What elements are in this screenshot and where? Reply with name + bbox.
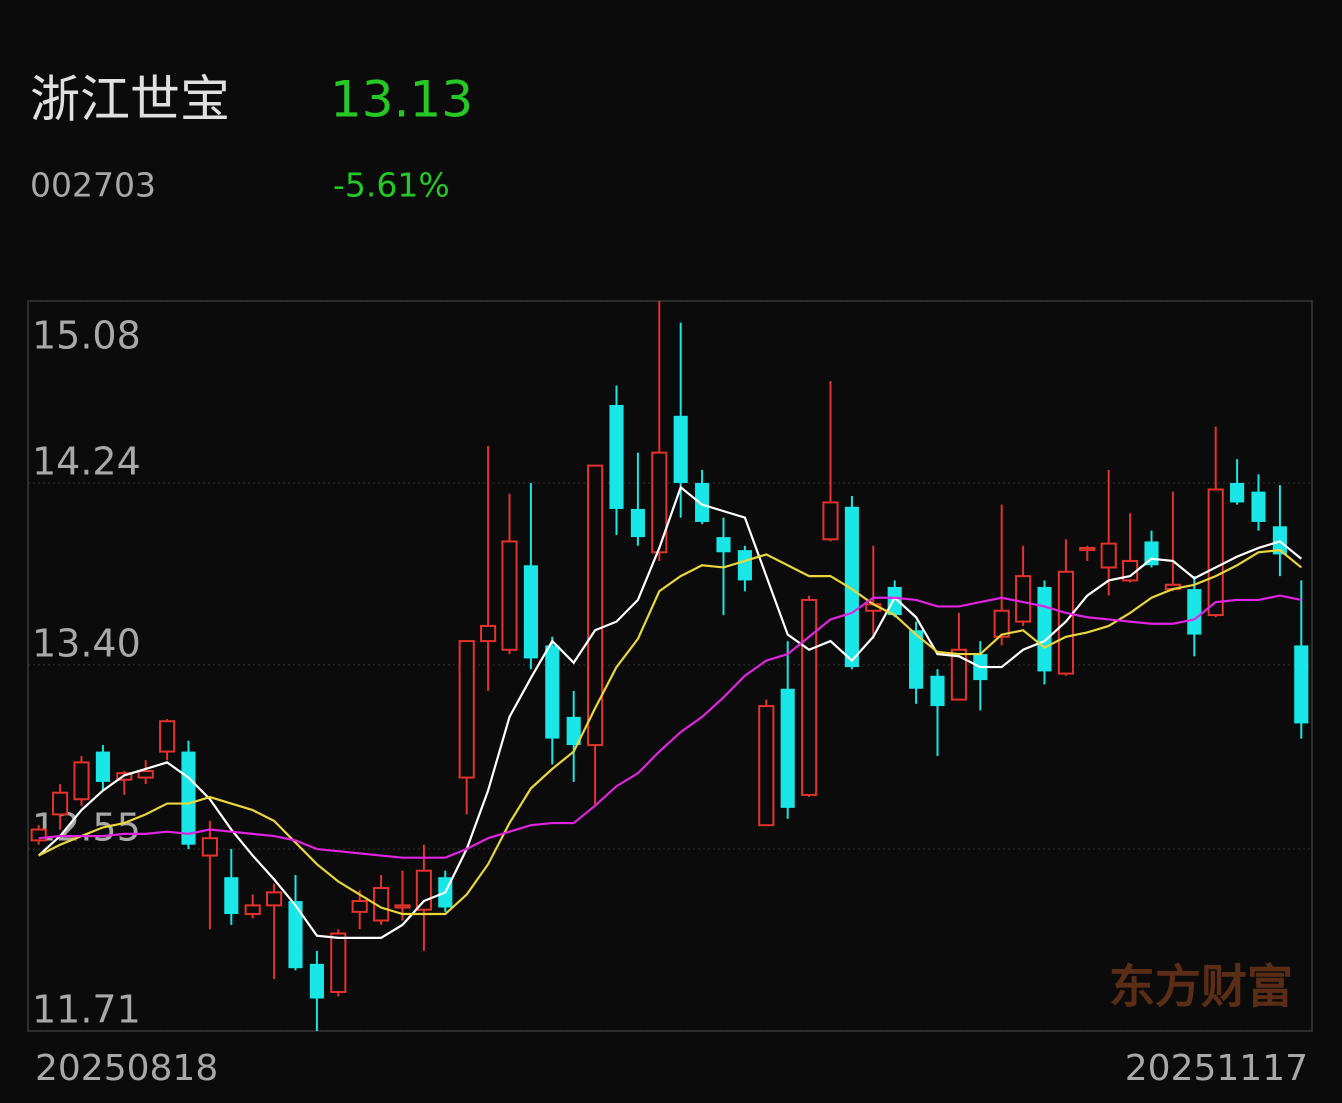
candle-body [309,963,324,999]
x-tick-label: 20251117 [1125,1048,1308,1089]
candle-body [266,891,283,907]
candle-body [394,904,411,909]
y-tick-label: 15.08 [32,314,141,358]
candle-body [695,482,710,522]
candle-body [330,932,347,994]
candle-body [1294,645,1309,724]
y-tick-label: 14.24 [32,439,141,483]
candle-body [181,751,196,845]
candle-body [480,624,497,643]
candle-body [73,761,90,801]
candle-body [930,675,945,707]
candle-body [609,404,624,509]
x-tick-label: 20250818 [35,1048,218,1089]
moving-average-line [37,485,1302,939]
candle-body [1037,586,1052,672]
candle-body [95,751,110,782]
candle-body [1230,482,1245,503]
candle-body [758,705,775,827]
candle-body [224,877,239,915]
stock-code: 002703 [30,166,156,205]
candle-body [1207,488,1224,617]
candle-body [630,508,645,538]
candle-body [244,904,261,916]
stock-price: 13.13 [330,71,473,129]
candle-body [780,688,795,808]
candle-body [1187,589,1202,635]
moving-average-line [38,594,1302,859]
candle-body [887,586,902,616]
candle-body [844,506,859,668]
moving-average-line [38,548,1302,916]
candle-body [1251,491,1266,522]
candle-body [950,648,967,701]
candle-body [415,869,432,911]
candle-body [587,464,604,747]
candle-body [822,501,839,541]
candle-body [545,645,560,739]
candle-body [288,901,303,969]
candle-body [716,537,731,553]
stock-name: 浙江世宝 [30,71,230,129]
candle-body [909,630,924,689]
y-tick-label: 11.71 [32,988,141,1032]
candle-body [30,828,47,842]
candle-body [651,451,668,554]
candle-body [1015,575,1032,623]
candle-body [737,550,752,581]
candle-body [1079,546,1096,552]
y-tick-label: 13.40 [32,621,141,665]
candle-body [159,720,176,753]
candle-body [801,598,818,796]
watermark: 东方财富 [1109,960,1293,1014]
candle-body [566,716,581,746]
candle-body [351,900,368,913]
candle-body [673,415,688,483]
candle-body [1100,542,1117,569]
candle-body [137,770,154,779]
candle-body [501,540,518,651]
candle-body [52,791,69,816]
candle-body [201,837,218,857]
candle-body [993,609,1010,638]
candle-body [458,640,475,779]
candle-body [523,565,538,659]
plot-frame [27,300,1313,1032]
stock-change: -5.61% [333,166,450,205]
y-tick-label: 12.55 [32,806,141,850]
